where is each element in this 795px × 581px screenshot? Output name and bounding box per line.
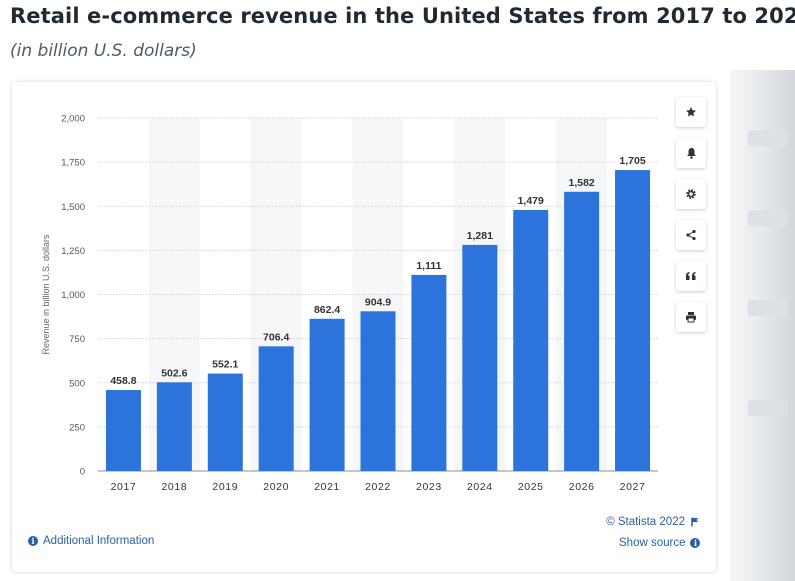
data-label: 862.4 bbox=[314, 304, 340, 316]
bar bbox=[615, 170, 651, 471]
y-tick-label: 0 bbox=[80, 467, 85, 478]
bar bbox=[360, 311, 396, 471]
notification-button[interactable] bbox=[676, 138, 706, 168]
settings-button[interactable] bbox=[676, 179, 706, 209]
bar bbox=[207, 373, 243, 471]
bar bbox=[462, 244, 498, 471]
x-tick-label: 2021 bbox=[314, 481, 340, 493]
x-tick-label: 2024 bbox=[467, 481, 493, 493]
bar bbox=[564, 191, 600, 472]
x-tick-label: 2019 bbox=[212, 481, 238, 493]
data-label: 552.1 bbox=[212, 359, 238, 371]
printer-icon bbox=[686, 312, 696, 323]
data-label: 1,281 bbox=[467, 230, 493, 242]
y-tick-label: 2,000 bbox=[61, 114, 85, 125]
x-tick-label: 2026 bbox=[569, 481, 595, 493]
y-axis-title: Revenue in billion U.S. dollars bbox=[41, 234, 51, 355]
y-tick-label: 1,750 bbox=[61, 158, 85, 169]
bell-icon bbox=[686, 148, 696, 159]
star-icon bbox=[686, 107, 696, 117]
bar bbox=[258, 346, 294, 471]
flag-icon[interactable] bbox=[691, 517, 699, 527]
x-tick-label: 2018 bbox=[161, 481, 187, 493]
show-source-label: Show source bbox=[619, 537, 686, 549]
blurred-item bbox=[748, 210, 788, 226]
share-button[interactable] bbox=[676, 220, 706, 250]
page-subtitle: (in billion U.S. dollars) bbox=[10, 41, 197, 61]
data-label: 706.4 bbox=[263, 331, 289, 343]
page-title: Retail e-commerce revenue in the United … bbox=[10, 4, 795, 28]
bar bbox=[105, 390, 141, 471]
data-label: 1,705 bbox=[619, 155, 645, 167]
info-icon: i bbox=[28, 536, 38, 546]
info-icon: i bbox=[690, 538, 701, 548]
x-tick-label: 2020 bbox=[263, 481, 289, 493]
print-button[interactable] bbox=[676, 302, 706, 332]
blurred-item bbox=[748, 300, 788, 316]
show-source-link[interactable]: Show source i bbox=[619, 537, 701, 549]
blurred-item bbox=[748, 130, 788, 146]
blurred-item bbox=[748, 400, 788, 416]
y-tick-label: 1,500 bbox=[61, 202, 85, 213]
y-tick-label: 1,250 bbox=[61, 246, 85, 257]
data-label: 1,111 bbox=[416, 260, 441, 272]
y-tick-label: 500 bbox=[69, 378, 85, 389]
favorite-button[interactable] bbox=[676, 97, 706, 127]
data-label: 458.8 bbox=[110, 375, 136, 387]
copyright-text: © Statista 2022 bbox=[606, 516, 699, 528]
y-tick-label: 750 bbox=[69, 334, 85, 345]
x-tick-label: 2022 bbox=[365, 481, 391, 493]
bar bbox=[513, 209, 549, 472]
additional-information-link[interactable]: i Additional Information bbox=[28, 535, 154, 547]
copyright-label: © Statista 2022 bbox=[606, 516, 685, 528]
side-panel bbox=[730, 70, 795, 581]
y-tick-label: 250 bbox=[69, 422, 85, 433]
bar bbox=[156, 382, 192, 471]
x-tick-label: 2017 bbox=[111, 481, 137, 493]
bar bbox=[309, 318, 345, 471]
bar bbox=[411, 274, 447, 471]
data-label: 1,479 bbox=[518, 195, 544, 207]
x-tick-label: 2027 bbox=[620, 481, 646, 493]
quote-icon bbox=[686, 272, 696, 280]
data-label: 502.6 bbox=[161, 367, 187, 379]
additional-information-label: Additional Information bbox=[43, 535, 155, 547]
y-tick-label: 1,000 bbox=[61, 290, 85, 301]
data-label: 904.9 bbox=[365, 296, 391, 308]
data-label: 1,582 bbox=[568, 177, 594, 189]
gear-icon bbox=[686, 189, 696, 199]
x-tick-label: 2025 bbox=[518, 481, 544, 493]
cite-button[interactable] bbox=[676, 261, 706, 291]
x-tick-label: 2023 bbox=[416, 481, 442, 493]
share-icon bbox=[686, 229, 696, 241]
